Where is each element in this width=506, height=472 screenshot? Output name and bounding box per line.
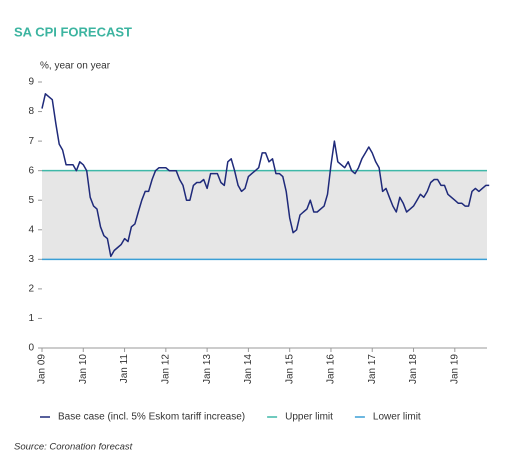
x-tick-label: Jan 10 (78, 354, 89, 384)
y-tick-label: 7 (28, 136, 34, 147)
x-tick-label: Jan 12 (160, 354, 171, 384)
chart-title: SA CPI FORECAST (14, 24, 132, 39)
x-tick-label: Jan 19 (449, 354, 460, 384)
y-tick-label: 8 (28, 106, 34, 117)
target-band (42, 170, 487, 260)
source: Source: Coronation forecast (14, 442, 133, 453)
y-tick-label: 4 (28, 224, 34, 235)
y-tick-label: 3 (28, 254, 34, 265)
x-tick-label: Jan 14 (243, 354, 254, 384)
y-tick-label: 0 (28, 343, 34, 354)
x-tick-label: Jan 09 (37, 354, 48, 384)
data-line (41, 93, 490, 258)
x-tick-label: Jan 13 (202, 354, 213, 384)
y-axis-label: %, year on year (40, 61, 111, 72)
x-tick-label: Jan 17 (367, 354, 378, 384)
y-tick-label: 2 (28, 284, 34, 295)
legend-label: Lower limit (373, 412, 421, 423)
y-tick-label: 1 (28, 313, 34, 324)
x-tick-label: Jan 11 (119, 354, 130, 384)
y-tick-label: 5 (28, 195, 34, 206)
x-tick-label: Jan 15 (284, 354, 295, 384)
legend-label: Upper limit (285, 412, 333, 423)
y-tick-label: 6 (28, 165, 34, 176)
legend-label: Base case (incl. 5% Eskom tariff increas… (58, 412, 245, 423)
x-tick-label: Jan 16 (326, 354, 337, 384)
y-tick-label: 9 (28, 77, 34, 88)
x-tick-label: Jan 18 (408, 354, 419, 384)
